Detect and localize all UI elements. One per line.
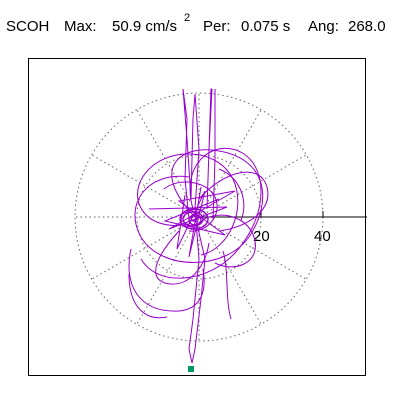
angle-value: 268.0: [348, 18, 386, 35]
max-label: Max:: [64, 18, 97, 35]
motion-trace-core: [179, 208, 209, 230]
max-exponent: 2: [184, 12, 191, 24]
angle-label: Ang:: [308, 18, 339, 35]
motion-trace: [128, 88, 269, 364]
period-label: Per:: [203, 18, 231, 35]
max-value: 50.9 cm/s: [112, 18, 178, 35]
plot-header: SCOH Max: 50.9 cm/s 2 Per: 0.075 s Ang: …: [6, 8, 396, 35]
station-code: SCOH: [6, 18, 50, 35]
period-value: 0.075 s: [241, 18, 291, 35]
particle-motion-plot: 20 40: [28, 58, 367, 376]
end-marker: [188, 366, 194, 372]
plot-svg: 20 40: [74, 88, 367, 372]
tick-label-40: 40: [314, 228, 331, 245]
tick-label-20: 20: [253, 228, 270, 245]
